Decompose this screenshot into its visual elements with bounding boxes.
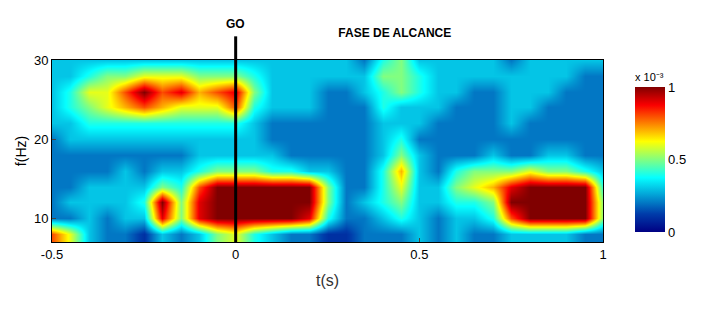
svg-text:0.5: 0.5 — [410, 247, 428, 262]
svg-text:-0.5: -0.5 — [41, 247, 63, 262]
svg-text:x 10⁻³: x 10⁻³ — [635, 71, 664, 83]
svg-text:FASE DE ALCANCE: FASE DE ALCANCE — [338, 26, 451, 40]
svg-text:GO: GO — [226, 17, 245, 31]
svg-text:10: 10 — [34, 211, 48, 226]
svg-text:20: 20 — [34, 132, 48, 147]
svg-text:0: 0 — [668, 225, 675, 240]
svg-text:30: 30 — [34, 53, 48, 68]
svg-text:1: 1 — [668, 80, 675, 95]
svg-text:1: 1 — [599, 247, 606, 262]
svg-text:0: 0 — [232, 247, 239, 262]
svg-text:0.5: 0.5 — [668, 152, 686, 167]
svg-text:t(s): t(s) — [316, 272, 339, 289]
svg-text:f(Hz): f(Hz) — [13, 136, 29, 166]
